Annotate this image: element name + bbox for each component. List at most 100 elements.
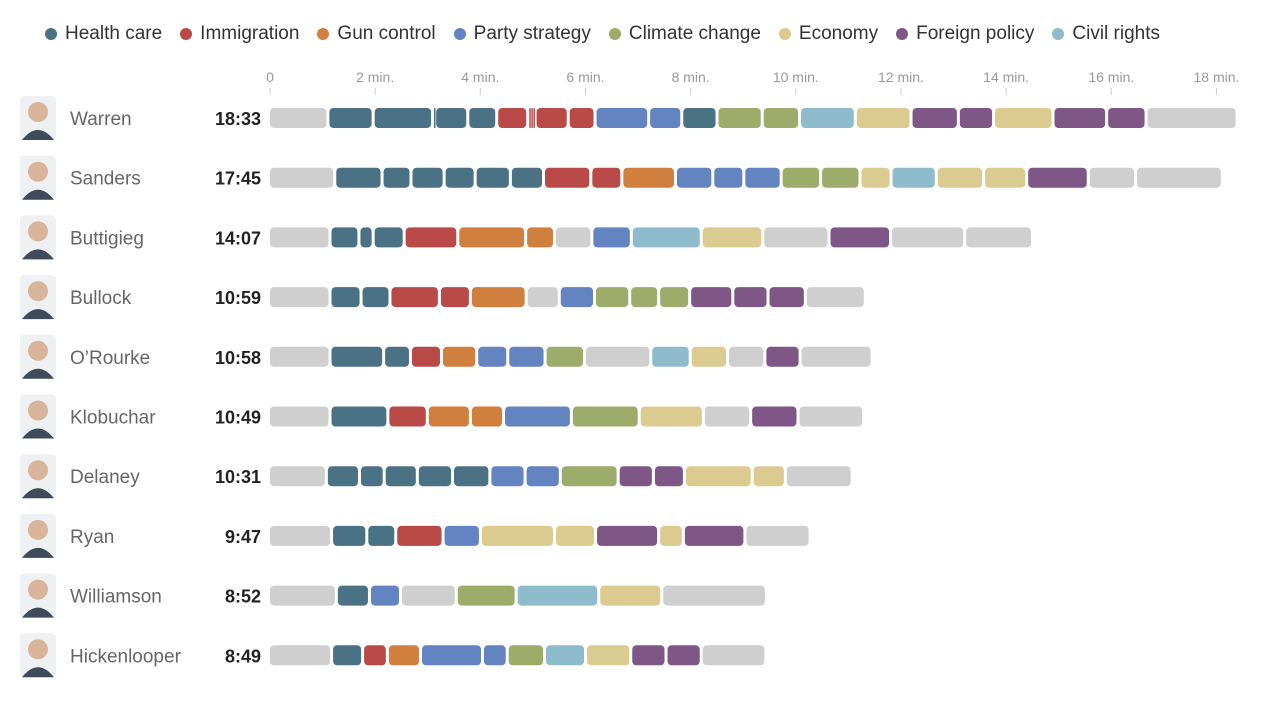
- bar-segment-other: [270, 406, 329, 427]
- bar-segment-other: [270, 525, 331, 546]
- bar-segment-foreign: [959, 108, 993, 128]
- speaking-time-label: 8:52: [225, 587, 261, 607]
- bar-segment-other: [806, 287, 864, 308]
- bar-segment-immigration: [411, 346, 440, 367]
- legend-item-health: Health care: [45, 23, 162, 45]
- x-tick-label: 14 min.: [983, 69, 1029, 85]
- candidate-row: O’Rourke 10:58: [20, 334, 871, 379]
- bar-segment-civil: [652, 346, 689, 367]
- bar-segment-health: [511, 167, 542, 188]
- bar-segment-gun: [388, 645, 419, 666]
- legend-label-health: Health care: [65, 23, 163, 44]
- bar-segment-foreign: [769, 287, 804, 308]
- bar-segment-economy: [861, 167, 890, 188]
- x-tick-label: 12 min.: [878, 69, 924, 85]
- bar-segment-immigration: [544, 167, 590, 188]
- bar-segment-climate: [572, 406, 638, 427]
- bar-segment-party: [509, 346, 544, 367]
- bar-segment-health: [454, 466, 489, 487]
- candidate-name: Williamson: [70, 587, 162, 608]
- legend-swatch-climate: [608, 28, 621, 40]
- bar-segment-health: [333, 525, 366, 546]
- bar-segment-foreign: [597, 525, 658, 546]
- klobuchar-photo-icon: [20, 394, 56, 439]
- bar-segment-other: [786, 466, 851, 487]
- bar-segment-health: [469, 108, 496, 128]
- legend-swatch-immigration: [180, 28, 193, 40]
- bar-segment-health: [331, 287, 360, 308]
- candidate-row: Buttigieg 14:07: [20, 215, 1031, 260]
- bar-segment-other: [401, 585, 455, 606]
- bar-segment-health: [368, 525, 395, 546]
- bar-segment-other: [704, 406, 750, 427]
- bar-segment-economy: [556, 525, 595, 546]
- speaking-time-label: 14:07: [215, 228, 261, 248]
- bar-segment-immigration: [536, 108, 567, 128]
- bar-segment-climate: [546, 346, 584, 367]
- candidate-name: Hickenlooper: [70, 646, 182, 667]
- candidate-name: Buttigieg: [70, 228, 144, 249]
- bar-segment-other: [799, 406, 863, 427]
- bar-segment-climate: [596, 287, 629, 308]
- bar-segment-health: [362, 287, 389, 308]
- bar-segment-economy: [660, 525, 682, 546]
- bar-segment-gun: [471, 287, 525, 308]
- bar-segment-health: [385, 466, 416, 487]
- bar-segment-party: [370, 585, 399, 606]
- x-tick-label: 4 min.: [461, 69, 499, 85]
- bar-segment-other: [527, 287, 558, 308]
- legend: Health care Immigration Gun control Party s…: [45, 22, 1178, 46]
- bar-segment-health: [412, 167, 443, 188]
- legend-item-immigration: Immigration: [180, 23, 299, 45]
- bar-segment-climate: [660, 287, 689, 308]
- bar-segment-other: [729, 346, 764, 367]
- bar-segment-climate: [508, 645, 544, 666]
- bar-segment-health: [418, 466, 452, 487]
- legend-item-climate: Climate change: [608, 23, 761, 45]
- x-tick-label: 16 min.: [1088, 69, 1134, 85]
- bar-segment-other: [1137, 167, 1221, 188]
- bar-segment-economy: [691, 346, 727, 367]
- bar-segment-other: [270, 227, 329, 248]
- candidate-name: Ryan: [70, 527, 114, 548]
- candidate-row: Bullock 10:59: [20, 275, 864, 320]
- bar-segment-foreign: [667, 645, 700, 666]
- bar-segment-health: [336, 167, 381, 188]
- candidate-row: Warren 18:33: [20, 96, 1236, 140]
- bar-segment-other: [801, 346, 871, 367]
- bar-segment-party: [593, 227, 630, 248]
- bar-segment-health: [436, 108, 467, 128]
- speaking-time-label: 10:31: [215, 467, 261, 487]
- bar-segment-health: [385, 346, 409, 367]
- bar-segment-party: [714, 167, 743, 188]
- bar-segment-other: [270, 346, 329, 367]
- candidate-row: Williamson 8:52: [20, 573, 765, 618]
- legend-item-civil: Civil rights: [1052, 23, 1160, 45]
- bar-segment-foreign: [734, 287, 767, 308]
- bar-segment-party: [505, 406, 570, 427]
- bar-segment-gun: [471, 406, 503, 427]
- bar-segment-climate: [763, 108, 799, 128]
- legend-item-party: Party strategy: [453, 23, 591, 45]
- x-tick-label: 0: [266, 69, 274, 85]
- bar-segment-health: [331, 227, 358, 248]
- bar-segment-other: [966, 227, 1031, 248]
- bar-segment-other: [663, 585, 765, 606]
- warren-photo-icon: [20, 96, 56, 140]
- bar-segment-civil: [892, 167, 935, 188]
- bar-segment-party: [478, 346, 507, 367]
- bar-segment-climate: [457, 585, 515, 606]
- candidate-name: Delaney: [70, 467, 140, 488]
- bar-segment-health: [331, 406, 387, 427]
- bar-segment-health: [434, 108, 436, 128]
- bar-segment-other: [586, 346, 650, 367]
- candidate-row: Ryan 9:47: [20, 513, 809, 558]
- bar-segment-party: [526, 466, 559, 487]
- legend-label-civil: Civil rights: [1072, 23, 1161, 44]
- legend-item-foreign: Foreign policy: [896, 23, 1034, 45]
- ryan-photo-icon: [20, 513, 56, 558]
- bar-segment-health: [476, 167, 509, 188]
- bar-segment-economy: [937, 167, 983, 188]
- legend-swatch-health: [45, 28, 57, 40]
- bar-segment-foreign: [691, 287, 732, 308]
